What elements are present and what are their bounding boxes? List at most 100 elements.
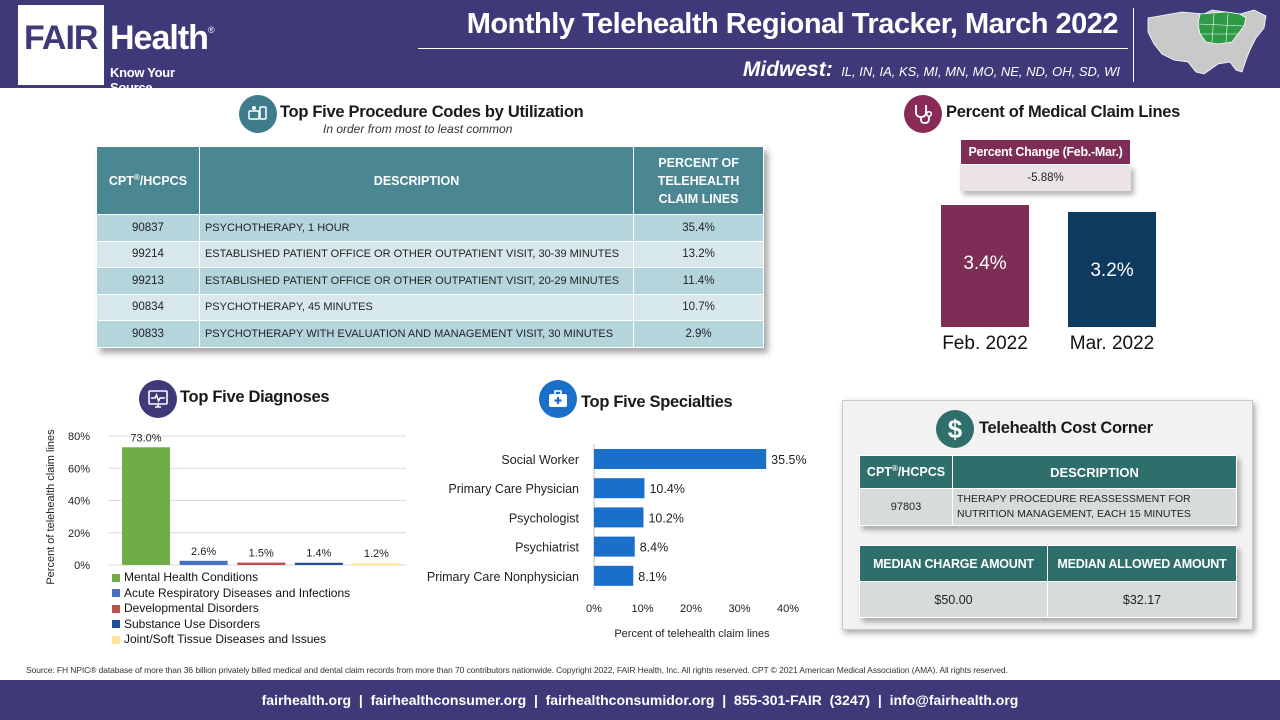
footer-links[interactable]: fairhealth.org | fairhealthconsumer.org …	[261, 692, 1019, 708]
specialty-bar	[594, 565, 634, 586]
diagnosis-value-label: 1.5%	[249, 548, 274, 560]
claim-lines-section-title: Percent of Medical Claim Lines	[946, 103, 1180, 121]
legend-label: Mental Health Conditions	[124, 570, 259, 584]
procedure-section-title: Top Five Procedure Codes by Utilization	[280, 103, 584, 121]
diagnosis-value-label: 1.2%	[364, 548, 389, 560]
cost-code-value: 97803	[859, 488, 953, 526]
cost-code-row: 97803 THERAPY PROCEDURE REASSESSMENT FOR…	[859, 488, 1237, 526]
row-percent: 13.2%	[633, 240, 764, 268]
legend-label: Substance Use Disorders	[124, 616, 261, 631]
logo-health-box	[104, 5, 218, 85]
logo-registered-mark: ®	[208, 25, 215, 35]
cost-description-value: THERAPY PROCEDURE REASSESSMENT FOR NUTRI…	[952, 488, 1237, 526]
page-title: Monthly Telehealth Regional Tracker, Mar…	[466, 8, 1119, 40]
row-percent: 2.9%	[633, 320, 764, 348]
cost-corner-title: Telehealth Cost Corner	[979, 419, 1153, 437]
median-values: $50.00 $32.17	[859, 581, 1237, 618]
row-code: 90833	[96, 320, 200, 348]
cost-col-code: CPT®/HCPCS	[859, 455, 953, 489]
row-description: ESTABLISHED PATIENT OFFICE OR OTHER OUTP…	[198, 240, 635, 268]
specialties-x-axis-title: Percent of telehealth claim lines	[614, 628, 770, 640]
specialty-bar	[594, 536, 635, 557]
logo-tagline: Know Your Source	[110, 65, 175, 95]
y-tick-label: 80%	[68, 431, 90, 443]
y-tick-label: 40%	[68, 496, 90, 508]
header: FAIR Health ® Know Your Source Monthly T…	[0, 0, 1280, 95]
legend-item: Acute Respiratory Diseases and Infection…	[112, 586, 350, 602]
legend-label: Developmental Disorders	[124, 601, 259, 615]
us-map-icon	[1147, 9, 1267, 75]
region-name: Midwest:	[742, 58, 833, 81]
diagnoses-chart: Percent of telehealth claim lines 0% 20% 4…	[45, 429, 406, 585]
specialty-bar	[594, 507, 644, 528]
x-tick-label: 0%	[586, 603, 602, 615]
col-header-code: CPT®/HCPCS	[96, 146, 200, 215]
specialty-value-label: 8.4%	[640, 541, 669, 555]
legend-swatch-navy	[112, 620, 120, 629]
specialty-value-label: 8.1%	[638, 570, 667, 584]
row-description: PSYCHOTHERAPY WITH EVALUATION AND MANAGE…	[198, 320, 635, 348]
telehealth-device-icon	[248, 106, 267, 120]
claim-lines-section-icon	[904, 95, 942, 133]
table-row: 90833 PSYCHOTHERAPY WITH EVALUATION AND …	[96, 320, 764, 348]
bar-mar-2022: 3.2%	[1068, 212, 1156, 327]
legend-swatch-green	[112, 573, 120, 582]
legend-item: Joint/Soft Tissue Diseases and Issues	[112, 632, 350, 648]
table-row: 90834 PSYCHOTHERAPY, 45 MINUTES 10.7%	[96, 293, 764, 321]
table-row: 90837 PSYCHOTHERAPY, 1 HOUR 35.4%	[96, 214, 764, 242]
source-note: Source: FH NPIC® database of more than 3…	[26, 665, 1008, 675]
fair-health-logo[interactable]: FAIR Health ® Know Your Source	[18, 5, 218, 95]
y-tick-label: 20%	[68, 528, 90, 540]
specialties-chart: Percent of telehealth claim lines 0% 10% 2…	[427, 444, 807, 640]
legend-item: Substance Use Disorders	[112, 617, 350, 633]
stethoscope-icon	[915, 105, 933, 124]
row-percent: 35.4%	[633, 214, 764, 242]
specialty-bar	[594, 449, 767, 469]
row-description: ESTABLISHED PATIENT OFFICE OR OTHER OUTP…	[198, 267, 635, 295]
legend-item: Mental Health Conditions	[112, 570, 350, 586]
x-tick-label: 30%	[728, 603, 750, 615]
legend-swatch-red	[112, 604, 120, 613]
legend-swatch-yellow	[112, 635, 120, 644]
median-charge-value: $50.00	[859, 581, 1048, 618]
specialties-section-icon	[539, 380, 577, 418]
row-description: PSYCHOTHERAPY, 45 MINUTES	[198, 293, 635, 321]
footer: fairhealth.org | fairhealthconsumer.org …	[0, 680, 1280, 720]
row-code: 90834	[96, 293, 200, 321]
percent-change-header: Percent Change (Feb.-Mar.)	[960, 139, 1131, 165]
row-code: 90837	[96, 214, 200, 242]
diagnosis-bar	[179, 560, 228, 565]
median-charge-header: MEDIAN CHARGE AMOUNT	[859, 545, 1048, 582]
specialty-category-label: Psychiatrist	[515, 541, 579, 555]
y-tick-label: 60%	[68, 463, 90, 475]
diagnosis-bar	[294, 562, 343, 565]
bar-feb-2022: 3.4%	[941, 204, 1029, 327]
cost-corner-icon: $	[936, 410, 974, 448]
diagnosis-bar	[237, 562, 286, 565]
diagnosis-value-label: 2.6%	[191, 546, 216, 558]
row-percent: 10.7%	[633, 293, 764, 321]
diagnoses-legend: Mental Health Conditions Acute Respirato…	[112, 570, 350, 648]
cost-code-table: CPT®/HCPCS DESCRIPTION 97803 THERAPY PRO…	[859, 455, 1237, 526]
bar-category-mar: Mar. 2022	[1069, 333, 1155, 354]
region-states: IL, IN, IA, KS, MI, MN, MO, NE, ND, OH, …	[841, 64, 1120, 79]
legend-item: Developmental Disorders	[112, 601, 350, 617]
median-amount-table: MEDIAN CHARGE AMOUNT MEDIAN ALLOWED AMOU…	[859, 545, 1237, 618]
procedure-table-header: CPT®/HCPCS DESCRIPTION PERCENT OF TELEHE…	[96, 146, 764, 215]
legend-swatch-blue	[112, 589, 120, 598]
diagnosis-value-label: 73.0%	[130, 432, 161, 444]
logo-health-text: Health	[110, 19, 209, 57]
header-divider	[418, 48, 1128, 49]
header-vertical-divider	[1133, 8, 1134, 82]
diagnosis-bar	[352, 563, 401, 565]
cost-code-header: CPT®/HCPCS DESCRIPTION	[859, 455, 1237, 489]
specialty-category-label: Psychologist	[509, 511, 580, 525]
row-description: PSYCHOTHERAPY, 1 HOUR	[198, 214, 635, 242]
specialty-category-label: Social Worker	[501, 453, 579, 467]
specialty-value-label: 10.4%	[649, 482, 684, 496]
dollar-sign-icon: $	[947, 413, 963, 444]
heart-monitor-icon	[148, 390, 168, 408]
medical-kit-icon	[549, 390, 567, 407]
diagnosis-value-label: 1.4%	[306, 548, 331, 560]
specialty-category-label: Primary Care Nonphysician	[427, 570, 579, 584]
